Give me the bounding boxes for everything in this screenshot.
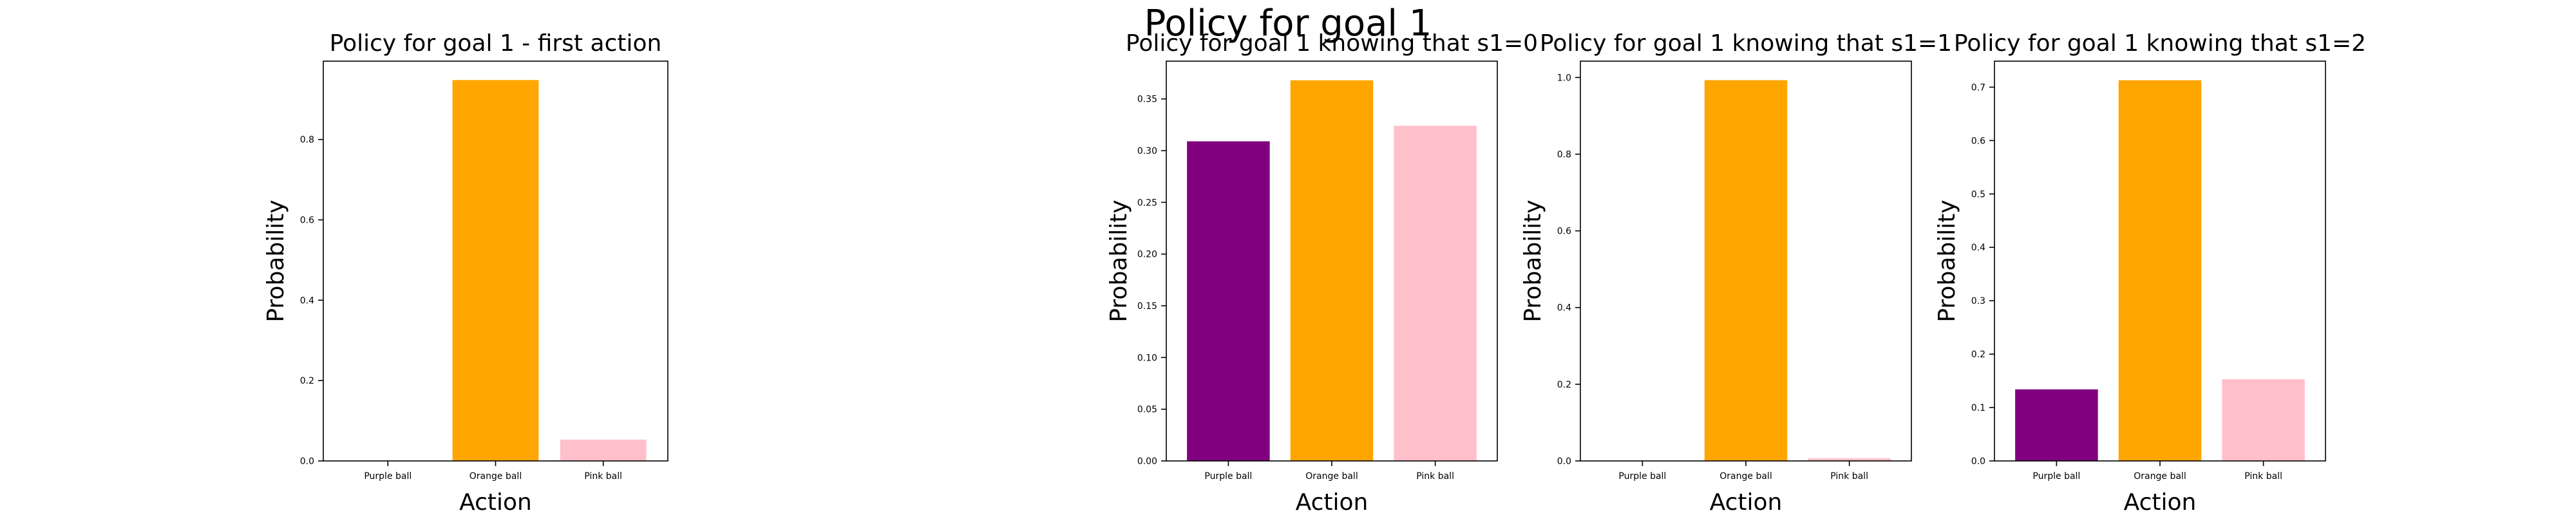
y-tick-label: 0.00 (1137, 456, 1157, 467)
chart-panel-1: 0.0 0.2 0.4 0.6 0.8 Purple ball Orange ball Pin… (263, 30, 668, 515)
y-axis-label: Probability (263, 200, 289, 322)
y-tick-label: 1.0 (1557, 73, 1571, 83)
y-axis-label: Probability (1934, 200, 1960, 322)
chart-title: Policy for goal 1 knowing that s1=2 (1954, 30, 2366, 57)
chart-panel-4: 0.0 0.1 0.2 0.3 0.4 0.5 0.6 0.7 Purple ball Orang… (1934, 30, 2366, 515)
chart-title: Policy for goal 1 knowing that s1=1 (1540, 30, 1952, 57)
y-tick-label: 0.2 (1971, 350, 1985, 360)
bar-pink-ball (1394, 126, 1477, 462)
y-tick-label: 0.4 (300, 295, 314, 306)
x-axis-label: Action (1710, 489, 1783, 515)
y-tick-label: 0.2 (300, 376, 314, 386)
x-axis-label: Action (1296, 489, 1368, 515)
y-tick-label: 0.15 (1137, 301, 1157, 312)
y-tick-label: 0.0 (1557, 456, 1571, 467)
y-tick-label: 0.25 (1137, 198, 1157, 208)
y-tick-label: 0.6 (1557, 227, 1571, 237)
bar-pink-ball (2222, 379, 2305, 461)
y-tick-label: 0.0 (300, 456, 314, 467)
y-tick-label: 0.4 (1557, 303, 1571, 314)
x-tick-label: Purple ball (1618, 471, 1666, 482)
y-tick-label: 0.05 (1137, 405, 1157, 415)
bar-pink-ball (560, 439, 647, 461)
y-tick-label: 0.20 (1137, 250, 1157, 260)
y-tick-label: 0.30 (1137, 146, 1157, 156)
x-tick-label: Purple ball (364, 471, 412, 482)
x-tick-label: Purple ball (1204, 471, 1252, 482)
chart-title: Policy for goal 1 - first action (330, 30, 662, 57)
chart-panel-3: 0.0 0.2 0.4 0.6 0.8 1.0 Purple ball Orange ball… (1520, 30, 1952, 515)
chart-panel-2: 0.00 0.05 0.10 0.15 0.20 0.25 0.30 0.35 Purple b… (1106, 30, 1538, 515)
x-tick-label: Pink ball (1416, 471, 1454, 482)
y-axis-label: Probability (1520, 200, 1546, 322)
x-tick-label: Orange ball (1719, 471, 1772, 482)
bar-orange-ball (1290, 80, 1374, 462)
y-tick-label: 0.4 (1971, 243, 1985, 253)
x-tick-label: Orange ball (1305, 471, 1358, 482)
x-axis-label: Action (459, 489, 532, 515)
x-tick-label: Pink ball (584, 471, 622, 482)
x-tick-label: Orange ball (469, 471, 522, 482)
bar-orange-ball (2118, 80, 2202, 462)
bar-purple-ball (1187, 141, 1270, 461)
x-tick-label: Pink ball (2244, 471, 2282, 482)
figure-title: Policy for goal 1 (1144, 3, 1432, 44)
chart-title: Policy for goal 1 knowing that s1=0 (1126, 30, 1538, 57)
x-axis-label: Action (2124, 489, 2197, 515)
y-tick-label: 0.3 (1971, 296, 1985, 306)
bar-orange-ball (1704, 80, 1788, 461)
x-tick-label: Pink ball (1830, 471, 1868, 482)
bar-orange-ball (452, 80, 539, 461)
y-tick-label: 0.6 (1971, 136, 1985, 146)
bar-purple-ball (2015, 389, 2098, 461)
y-tick-label: 0.6 (300, 216, 314, 226)
y-tick-label: 0.7 (1971, 82, 1985, 93)
y-tick-label: 0.35 (1137, 95, 1157, 105)
y-tick-label: 0.0 (1971, 456, 1985, 467)
y-tick-label: 0.2 (1557, 380, 1571, 390)
y-axis-label: Probability (1106, 200, 1132, 322)
y-tick-label: 0.10 (1137, 353, 1157, 363)
y-tick-label: 0.8 (300, 135, 314, 145)
y-tick-label: 0.5 (1971, 189, 1985, 200)
bar-pink-ball (1808, 458, 1891, 461)
x-tick-label: Orange ball (2134, 471, 2186, 482)
x-tick-label: Purple ball (2032, 471, 2080, 482)
y-tick-label: 0.1 (1971, 403, 1985, 413)
y-tick-label: 0.8 (1557, 149, 1571, 160)
